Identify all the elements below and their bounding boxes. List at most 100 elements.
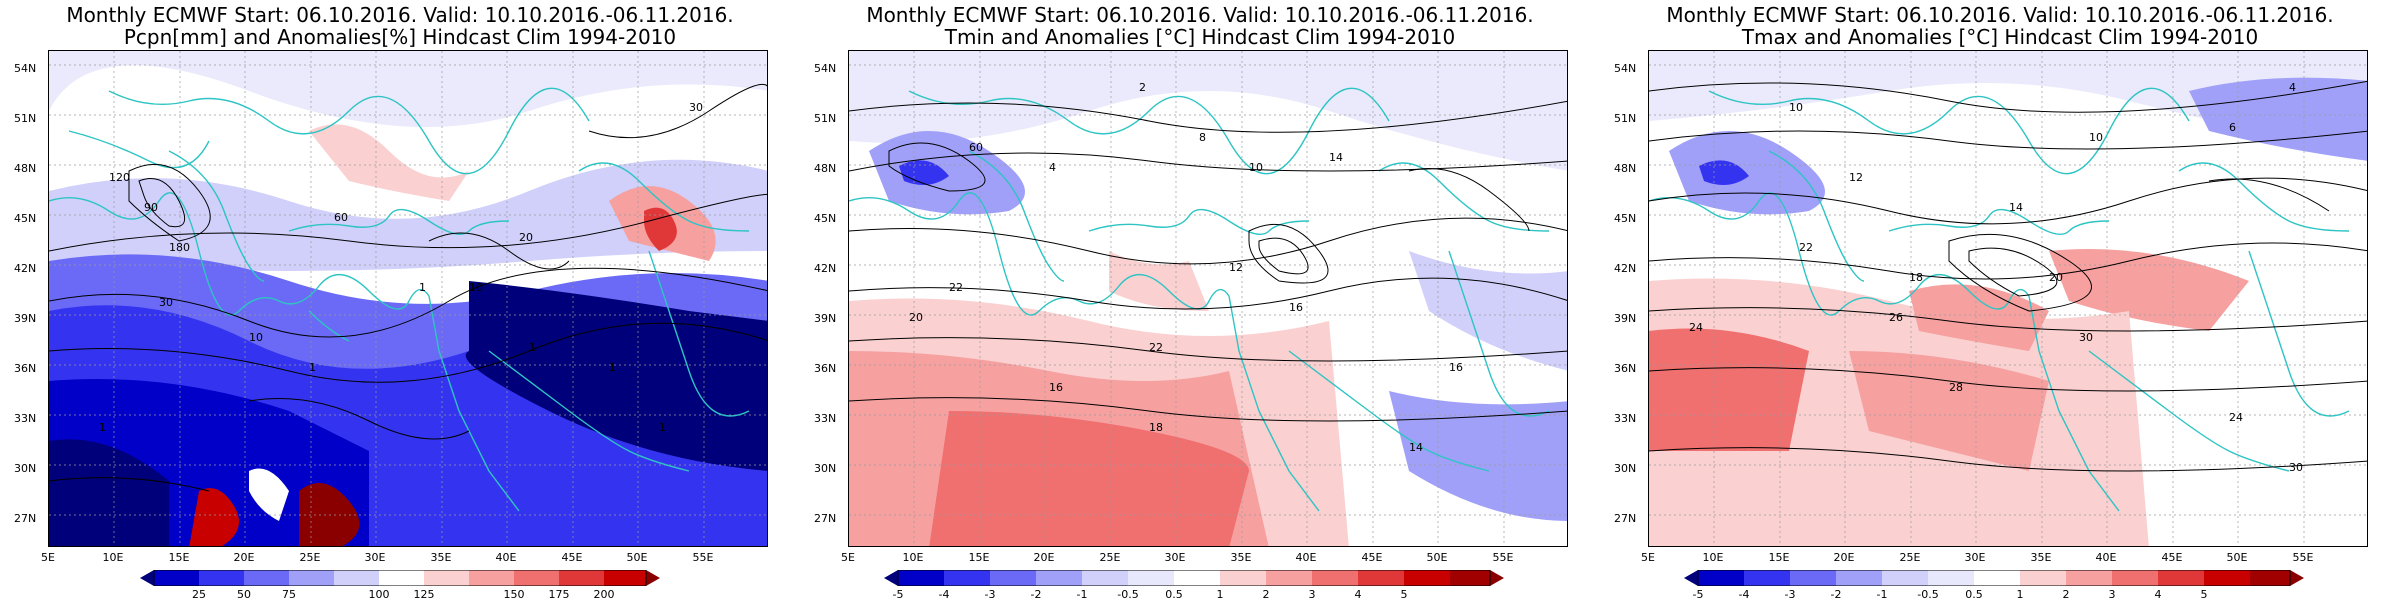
colorbar-tick: 125 [413,588,435,601]
panel-subtitle: Pcpn[mm] and Anomalies[%] Hindcast Clim … [123,25,677,49]
colorbar-tick: 1 [2016,588,2024,601]
svg-text:30: 30 [159,296,173,309]
lon-label: 55E [1492,551,1514,564]
svg-text:180: 180 [169,241,190,254]
lon-label: 15E [168,551,190,564]
lon-label: 40E [495,551,517,564]
colorbar-tick: -5 [892,588,904,601]
lat-label: 54N [814,62,837,75]
lat-label: 48N [14,162,37,175]
svg-text:12: 12 [1229,261,1243,274]
tmax-map[interactable]: 4 6 10 10 12 14 18 22 24 26 28 24 30 30 20 [1648,50,2368,547]
svg-text:10: 10 [1249,161,1263,174]
lon-label: 35E [2030,551,2052,564]
svg-text:1: 1 [659,421,666,434]
colorbar-tick: -1 [1876,588,1888,601]
colorbar-tick: -3 [984,588,996,601]
svg-text:90: 90 [144,201,158,214]
precip-map[interactable]: 120 90 60 20 10 10 1 1 1 1 30 30 1 1 180 [48,50,768,547]
colorbar-tick: 2 [1262,588,1270,601]
colorbar-tick: -0.5 [1917,588,1939,601]
svg-text:2: 2 [1139,81,1146,94]
svg-text:14: 14 [2009,201,2023,214]
svg-text:1: 1 [309,361,316,374]
colorbar-tick: 3 [2108,588,2116,601]
svg-text:8: 8 [1199,131,1206,144]
lat-label: 48N [1614,162,1637,175]
precip-panel: Monthly ECMWF Start: 06.10.2016. Valid: … [0,0,800,601]
lon-label: 20E [1033,551,1055,564]
svg-text:6: 6 [2229,121,2236,134]
svg-text:24: 24 [1689,321,1703,334]
svg-text:1: 1 [609,361,616,374]
svg-text:20: 20 [519,231,533,244]
lon-label: 50E [2226,551,2248,564]
lon-label: 10E [902,551,924,564]
svg-text:10: 10 [469,281,483,294]
lon-label: 30E [1164,551,1186,564]
svg-text:1: 1 [99,421,106,434]
colorbar-tick: 0.5 [1165,588,1183,601]
svg-text:10: 10 [249,331,263,344]
colorbar-tick: 0.5 [1965,588,1983,601]
colorbar-tick: 75 [282,588,296,601]
svg-text:20: 20 [2049,271,2063,284]
lat-label: 42N [814,262,837,275]
lat-label: 51N [14,112,37,125]
lon-label: 50E [1426,551,1448,564]
colorbar-tick: -5 [1692,588,1704,601]
lat-label: 39N [814,312,837,325]
colorbar-tick: 100 [368,588,390,601]
lon-label: 25E [1099,551,1121,564]
lon-label: 5E [41,551,55,564]
lon-label: 45E [561,551,583,564]
colorbar-tick: 2 [2062,588,2070,601]
colorbar-tick: -2 [1030,588,1042,601]
lat-label: 36N [1614,362,1637,375]
lat-label: 45N [1614,212,1637,225]
colorbar-tick: -2 [1830,588,1842,601]
lon-label: 40E [1295,551,1317,564]
colorbar-tick: -1 [1076,588,1088,601]
colorbar-tick: 1 [1216,588,1224,601]
lat-label: 33N [14,412,37,425]
lon-label: 35E [430,551,452,564]
lon-label: 45E [2161,551,2183,564]
lat-label: 33N [1614,412,1637,425]
panel-title: Monthly ECMWF Start: 06.10.2016. Valid: … [66,3,734,27]
tmax-colorbar [1684,570,2304,586]
lon-label: 40E [2095,551,2117,564]
lon-label: 5E [1641,551,1655,564]
lon-label: 15E [1768,551,1790,564]
colorbar-tick: 50 [237,588,251,601]
lat-label: 48N [814,162,837,175]
lat-label: 51N [814,112,837,125]
svg-text:60: 60 [334,211,348,224]
colorbar-tick: -4 [1738,588,1750,601]
colorbar-tick: 5 [1400,588,1408,601]
tmin-colorbar [884,570,1504,586]
lat-label: 45N [814,212,837,225]
svg-text:22: 22 [1799,241,1813,254]
colorbar-tick: -3 [1784,588,1796,601]
lon-label: 25E [1899,551,1921,564]
tmin-map[interactable]: 2 4 8 10 14 60 20 22 22 16 16 18 16 14 12 [848,50,1568,547]
svg-text:12: 12 [1849,171,1863,184]
svg-text:18: 18 [1149,421,1163,434]
lat-label: 39N [14,312,37,325]
lat-label: 54N [14,62,37,75]
svg-text:30: 30 [2289,461,2303,474]
svg-text:60: 60 [969,141,983,154]
lat-label: 51N [1614,112,1637,125]
lat-label: 33N [814,412,837,425]
lat-label: 30N [1614,462,1637,475]
lat-label: 39N [1614,312,1637,325]
lat-label: 36N [14,362,37,375]
svg-text:14: 14 [1329,151,1343,164]
tmin-panel: Monthly ECMWF Start: 06.10.2016. Valid: … [800,0,1600,601]
svg-text:10: 10 [1789,101,1803,114]
svg-text:10: 10 [2089,131,2103,144]
lon-label: 5E [841,551,855,564]
panel-title: Monthly ECMWF Start: 06.10.2016. Valid: … [1666,3,2334,27]
lat-label: 27N [14,512,37,525]
